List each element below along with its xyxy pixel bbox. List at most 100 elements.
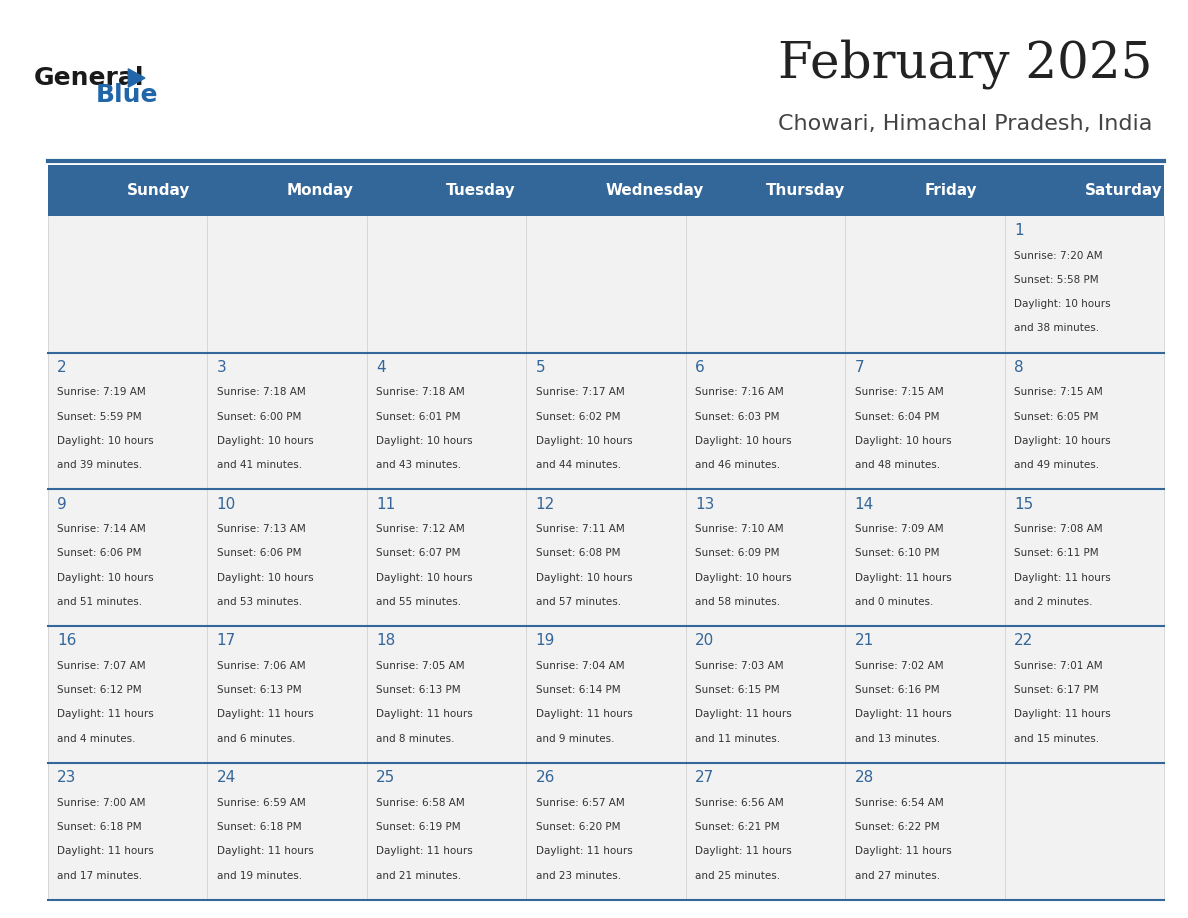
Text: Daylight: 11 hours: Daylight: 11 hours <box>57 710 153 720</box>
Text: Sunset: 6:08 PM: Sunset: 6:08 PM <box>536 548 620 558</box>
Text: Sunrise: 7:16 AM: Sunrise: 7:16 AM <box>695 387 784 397</box>
FancyBboxPatch shape <box>526 626 685 763</box>
Text: 7: 7 <box>854 360 865 375</box>
Text: Sunset: 6:06 PM: Sunset: 6:06 PM <box>216 548 301 558</box>
Text: and 48 minutes.: and 48 minutes. <box>854 460 940 470</box>
Text: 25: 25 <box>377 770 396 785</box>
Text: Daylight: 11 hours: Daylight: 11 hours <box>536 710 632 720</box>
Text: Sunrise: 7:17 AM: Sunrise: 7:17 AM <box>536 387 625 397</box>
Text: Daylight: 11 hours: Daylight: 11 hours <box>695 846 792 856</box>
Text: Daylight: 11 hours: Daylight: 11 hours <box>695 710 792 720</box>
Text: Daylight: 11 hours: Daylight: 11 hours <box>1015 573 1111 583</box>
Text: and 2 minutes.: and 2 minutes. <box>1015 597 1093 607</box>
Text: Sunset: 6:07 PM: Sunset: 6:07 PM <box>377 548 461 558</box>
FancyBboxPatch shape <box>1005 353 1164 489</box>
Text: Sunrise: 7:00 AM: Sunrise: 7:00 AM <box>57 798 145 808</box>
Text: and 11 minutes.: and 11 minutes. <box>695 733 781 744</box>
Text: and 46 minutes.: and 46 minutes. <box>695 460 781 470</box>
Text: 12: 12 <box>536 497 555 511</box>
Text: Sunset: 6:04 PM: Sunset: 6:04 PM <box>854 411 940 421</box>
Text: 22: 22 <box>1015 633 1034 648</box>
FancyBboxPatch shape <box>207 763 367 900</box>
FancyBboxPatch shape <box>207 216 367 353</box>
Text: 27: 27 <box>695 770 714 785</box>
Text: Sunset: 6:13 PM: Sunset: 6:13 PM <box>216 685 302 695</box>
Text: 1: 1 <box>1015 223 1024 238</box>
Text: Sunrise: 7:11 AM: Sunrise: 7:11 AM <box>536 524 625 534</box>
Text: Daylight: 11 hours: Daylight: 11 hours <box>854 573 952 583</box>
Text: Daylight: 10 hours: Daylight: 10 hours <box>1015 436 1111 446</box>
Text: 24: 24 <box>216 770 235 785</box>
Text: Sunrise: 7:06 AM: Sunrise: 7:06 AM <box>216 661 305 671</box>
Text: 2: 2 <box>57 360 67 375</box>
Text: 8: 8 <box>1015 360 1024 375</box>
Text: Sunset: 6:16 PM: Sunset: 6:16 PM <box>854 685 940 695</box>
FancyBboxPatch shape <box>845 763 1005 900</box>
FancyBboxPatch shape <box>685 763 845 900</box>
FancyBboxPatch shape <box>1005 489 1164 626</box>
Text: 9: 9 <box>57 497 67 511</box>
FancyBboxPatch shape <box>48 165 1164 216</box>
Text: Chowari, Himachal Pradesh, India: Chowari, Himachal Pradesh, India <box>778 114 1152 134</box>
Text: Sunset: 6:05 PM: Sunset: 6:05 PM <box>1015 411 1099 421</box>
Text: Sunset: 6:20 PM: Sunset: 6:20 PM <box>536 822 620 832</box>
FancyBboxPatch shape <box>367 489 526 626</box>
Text: and 17 minutes.: and 17 minutes. <box>57 870 143 880</box>
Text: Daylight: 10 hours: Daylight: 10 hours <box>536 436 632 446</box>
FancyBboxPatch shape <box>1005 763 1164 900</box>
FancyBboxPatch shape <box>845 353 1005 489</box>
Text: Sunrise: 7:13 AM: Sunrise: 7:13 AM <box>216 524 305 534</box>
FancyBboxPatch shape <box>48 353 207 489</box>
Text: and 38 minutes.: and 38 minutes. <box>1015 323 1099 333</box>
Text: and 19 minutes.: and 19 minutes. <box>216 870 302 880</box>
Text: 26: 26 <box>536 770 555 785</box>
Text: and 57 minutes.: and 57 minutes. <box>536 597 621 607</box>
Text: Sunrise: 6:59 AM: Sunrise: 6:59 AM <box>216 798 305 808</box>
Text: Blue: Blue <box>96 83 158 106</box>
Text: Sunset: 6:01 PM: Sunset: 6:01 PM <box>377 411 461 421</box>
Text: Sunrise: 7:20 AM: Sunrise: 7:20 AM <box>1015 251 1102 261</box>
FancyBboxPatch shape <box>1005 626 1164 763</box>
Text: Daylight: 10 hours: Daylight: 10 hours <box>57 436 153 446</box>
Text: Daylight: 11 hours: Daylight: 11 hours <box>377 710 473 720</box>
Text: Daylight: 10 hours: Daylight: 10 hours <box>854 436 952 446</box>
Text: 23: 23 <box>57 770 76 785</box>
Text: and 27 minutes.: and 27 minutes. <box>854 870 940 880</box>
Text: Sunset: 5:58 PM: Sunset: 5:58 PM <box>1015 274 1099 285</box>
FancyBboxPatch shape <box>48 489 207 626</box>
FancyBboxPatch shape <box>367 353 526 489</box>
Text: Daylight: 10 hours: Daylight: 10 hours <box>695 436 791 446</box>
Text: Sunrise: 7:12 AM: Sunrise: 7:12 AM <box>377 524 465 534</box>
Text: and 25 minutes.: and 25 minutes. <box>695 870 781 880</box>
FancyBboxPatch shape <box>845 489 1005 626</box>
FancyBboxPatch shape <box>526 489 685 626</box>
Text: Thursday: Thursday <box>765 183 845 198</box>
FancyBboxPatch shape <box>207 626 367 763</box>
FancyBboxPatch shape <box>207 353 367 489</box>
Text: Sunrise: 6:57 AM: Sunrise: 6:57 AM <box>536 798 625 808</box>
Text: February 2025: February 2025 <box>778 39 1152 89</box>
FancyBboxPatch shape <box>367 626 526 763</box>
Text: Daylight: 10 hours: Daylight: 10 hours <box>695 573 791 583</box>
Text: Sunrise: 6:58 AM: Sunrise: 6:58 AM <box>377 798 465 808</box>
FancyBboxPatch shape <box>48 763 207 900</box>
Text: and 0 minutes.: and 0 minutes. <box>854 597 933 607</box>
Text: Sunrise: 7:15 AM: Sunrise: 7:15 AM <box>1015 387 1102 397</box>
Text: 28: 28 <box>854 770 874 785</box>
Text: Sunrise: 7:07 AM: Sunrise: 7:07 AM <box>57 661 146 671</box>
Text: Sunset: 6:13 PM: Sunset: 6:13 PM <box>377 685 461 695</box>
Text: 14: 14 <box>854 497 874 511</box>
FancyBboxPatch shape <box>526 216 685 353</box>
FancyBboxPatch shape <box>845 216 1005 353</box>
Text: Daylight: 11 hours: Daylight: 11 hours <box>216 710 314 720</box>
Text: Sunset: 6:17 PM: Sunset: 6:17 PM <box>1015 685 1099 695</box>
Text: Sunset: 6:06 PM: Sunset: 6:06 PM <box>57 548 141 558</box>
Text: Daylight: 10 hours: Daylight: 10 hours <box>536 573 632 583</box>
Text: 3: 3 <box>216 360 226 375</box>
Text: 20: 20 <box>695 633 714 648</box>
Text: Friday: Friday <box>925 183 978 198</box>
Text: and 43 minutes.: and 43 minutes. <box>377 460 461 470</box>
Text: Sunset: 6:10 PM: Sunset: 6:10 PM <box>854 548 940 558</box>
Text: 10: 10 <box>216 497 235 511</box>
Text: Sunset: 6:12 PM: Sunset: 6:12 PM <box>57 685 141 695</box>
